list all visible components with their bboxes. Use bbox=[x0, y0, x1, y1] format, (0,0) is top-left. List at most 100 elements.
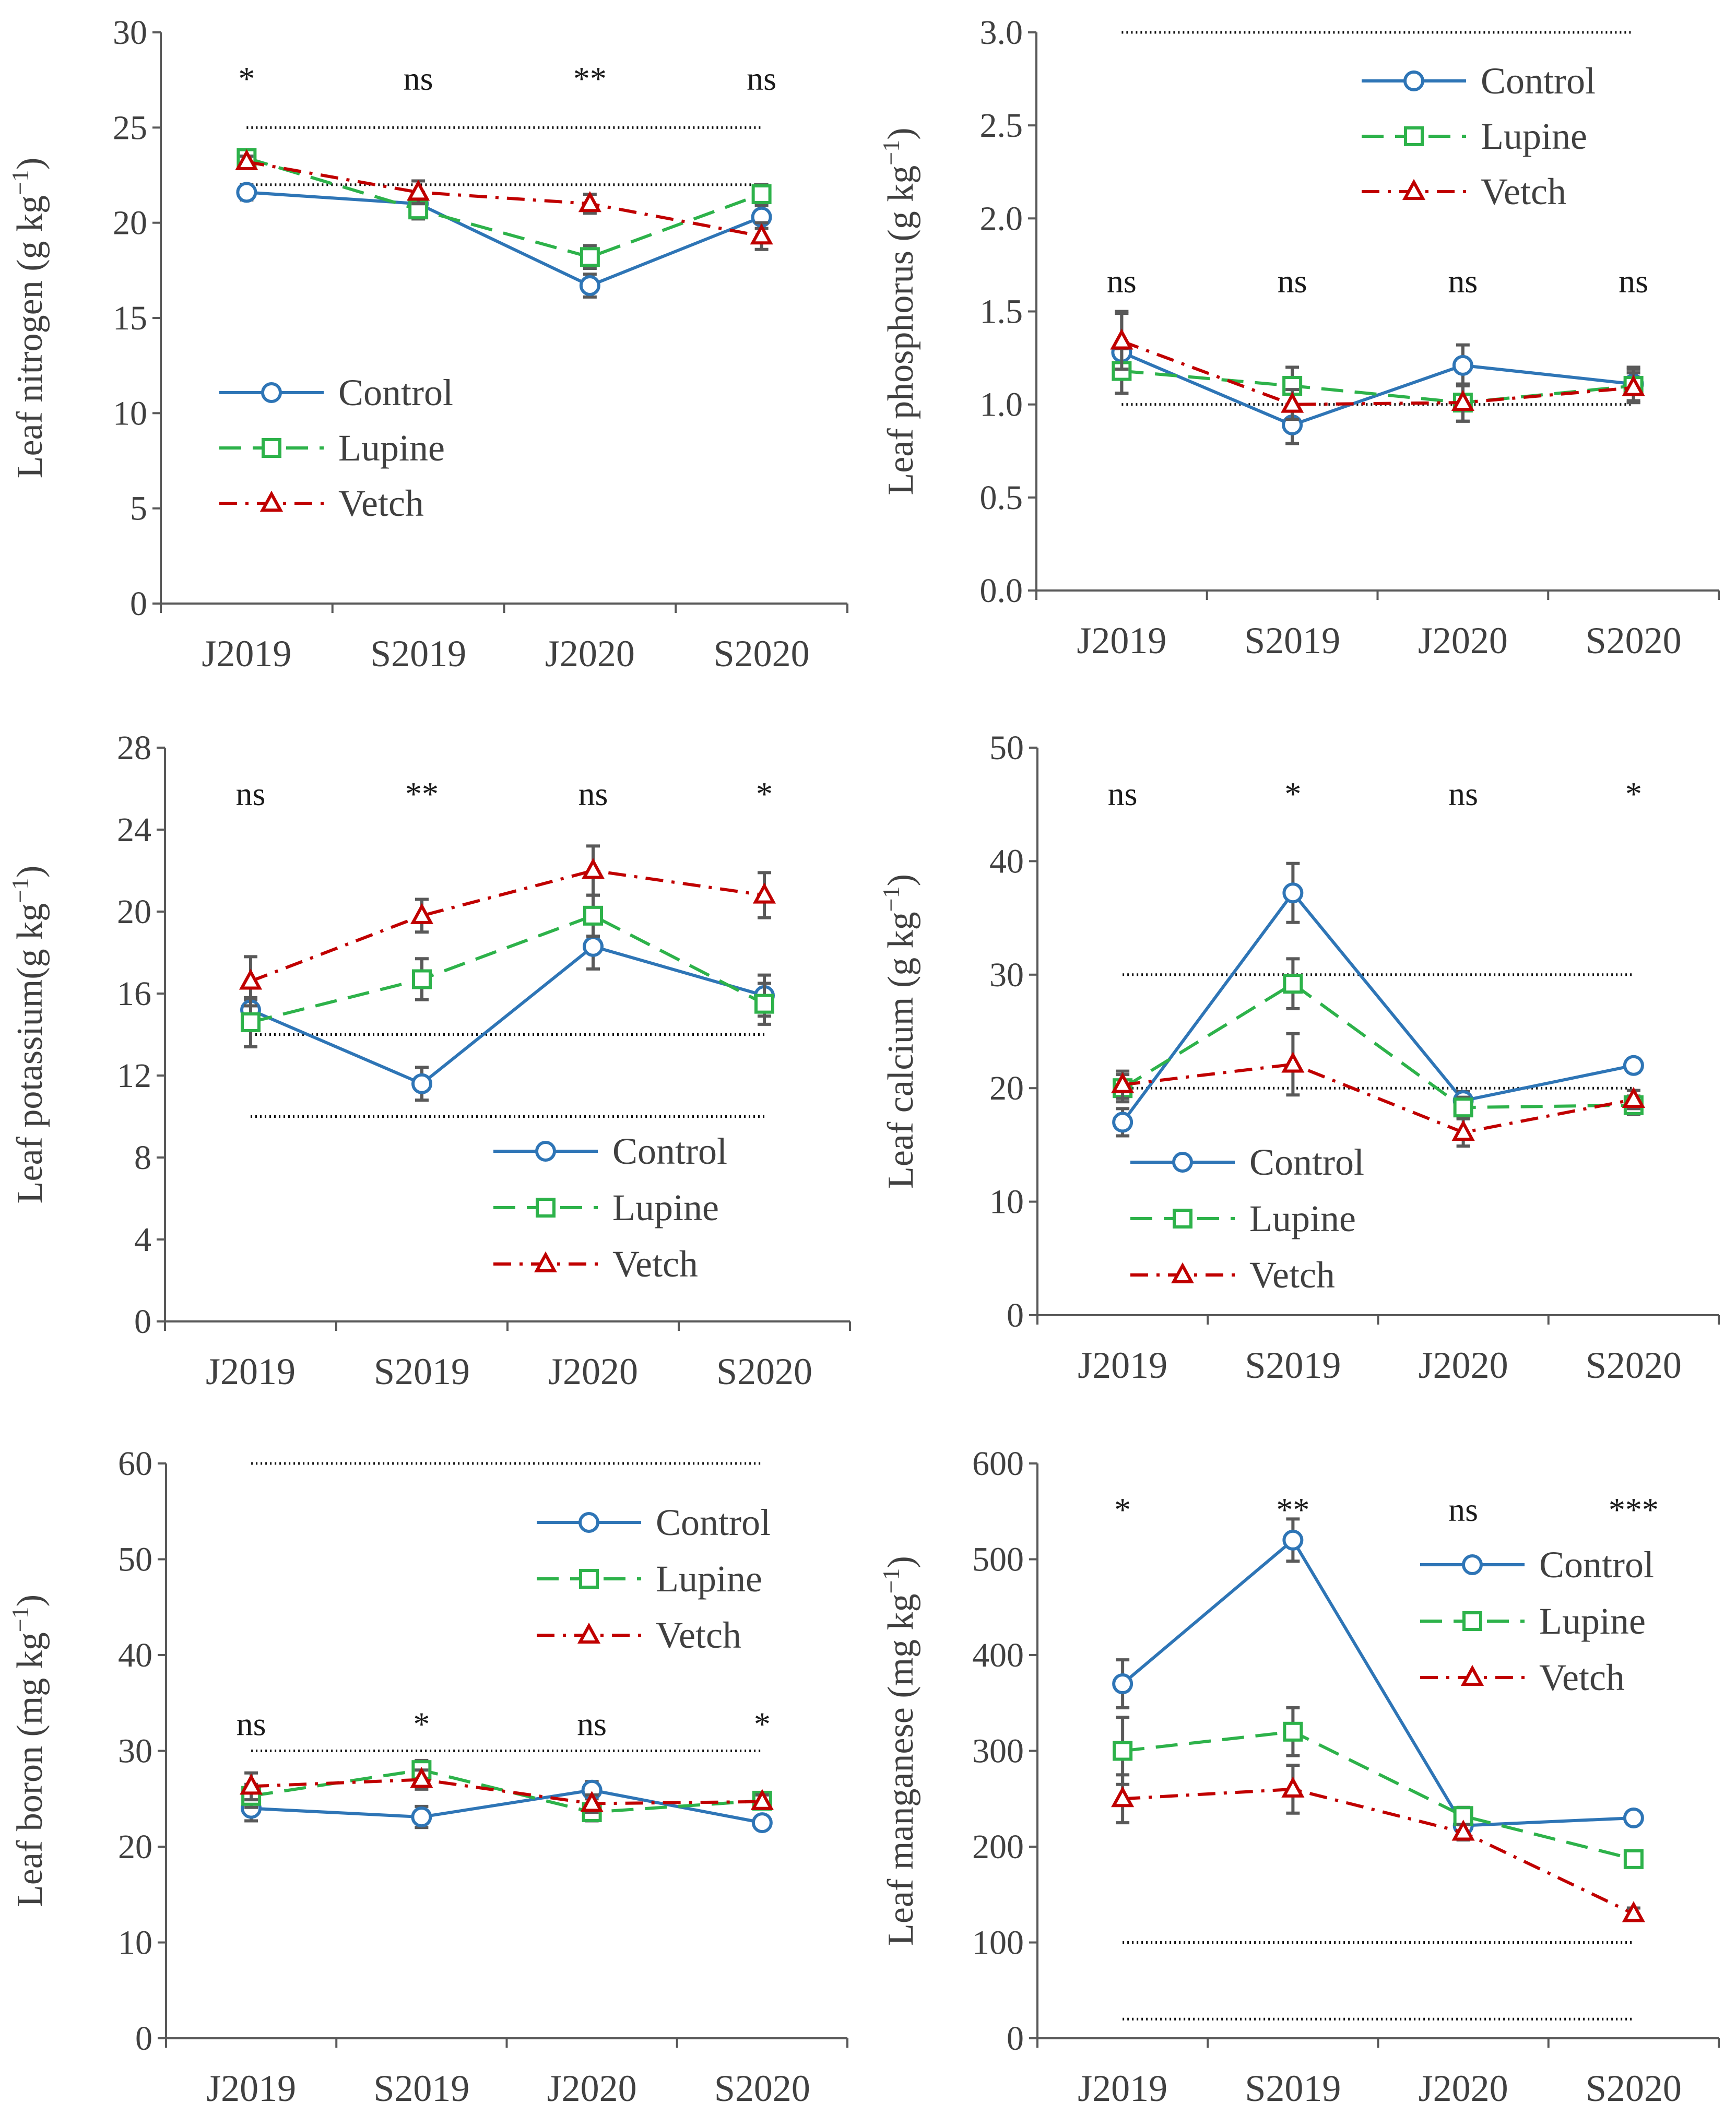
significance-label: ns bbox=[236, 775, 266, 812]
series-line-vetch bbox=[250, 869, 765, 983]
data-point-vetch bbox=[410, 903, 434, 924]
y-tick-label: 0 bbox=[1007, 1296, 1024, 1334]
x-tick-label: J2019 bbox=[206, 2068, 296, 2109]
y-tick-label: 300 bbox=[972, 1732, 1024, 1770]
series-line-control bbox=[1121, 1538, 1634, 1827]
significance-label: ns bbox=[577, 1706, 607, 1743]
legend-label-lupine: Lupine bbox=[612, 1187, 719, 1229]
y-axis-title: Leaf calcium (g kg−1) bbox=[878, 874, 921, 1189]
series-line-control bbox=[246, 191, 762, 288]
chart-panel-5: 0 10 20 30 40 50 60 J2019 S2019 J2020 S2020 Leaf bo… bbox=[7, 1445, 848, 2109]
legend-marker-lupine bbox=[1462, 1611, 1482, 1631]
legend-marker-control bbox=[261, 382, 282, 403]
y-tick-label: 500 bbox=[972, 1541, 1024, 1579]
x-tick-label: J2019 bbox=[1078, 1344, 1167, 1386]
legend-label-lupine: Lupine bbox=[1249, 1198, 1356, 1239]
data-point-control bbox=[1623, 1807, 1644, 1828]
y-tick-label: 24 bbox=[117, 811, 151, 849]
data-point-control bbox=[236, 182, 257, 203]
series-line-vetch bbox=[1121, 339, 1634, 406]
y-tick-label: 40 bbox=[118, 1636, 152, 1674]
data-point-lupine bbox=[580, 247, 600, 267]
y-axis-title-superscript: −1 bbox=[7, 170, 33, 195]
data-point-control bbox=[1282, 882, 1304, 904]
significance-label: ns bbox=[1448, 1491, 1478, 1528]
y-axis-title: Leaf phosphorus (g kg−1) bbox=[878, 127, 921, 495]
x-tick-label: J2020 bbox=[1419, 2068, 1508, 2109]
y-tick-label: 60 bbox=[118, 1445, 152, 1483]
series-line-lupine bbox=[250, 914, 765, 1024]
y-tick-label: 400 bbox=[972, 1636, 1024, 1674]
y-axis-title: Leaf nitrogen (g kg−1) bbox=[7, 158, 50, 479]
x-tick-label: S2019 bbox=[1245, 1344, 1341, 1386]
legend-marker-vetch bbox=[259, 490, 284, 512]
data-point-vetch bbox=[410, 1767, 433, 1788]
x-tick-label: S2019 bbox=[1245, 2068, 1341, 2109]
x-tick-label: S2020 bbox=[714, 2068, 810, 2109]
data-point-lupine bbox=[1283, 1721, 1303, 1742]
x-tick-label: J2019 bbox=[1077, 620, 1166, 662]
legend-marker-lupine bbox=[536, 1198, 556, 1218]
y-tick-label: 12 bbox=[117, 1057, 151, 1095]
data-point-lupine bbox=[1113, 1741, 1133, 1761]
significance-label: ns bbox=[1107, 263, 1137, 300]
y-axis-title-superscript: −1 bbox=[878, 1568, 904, 1593]
y-axis-title-close: ) bbox=[10, 866, 50, 878]
legend: Control Lupine Vetch bbox=[1362, 60, 1596, 212]
significance-label: ns bbox=[1619, 263, 1648, 300]
data-point-lupine bbox=[412, 969, 432, 989]
y-axis-title-main: Leaf nitrogen (g kg bbox=[10, 195, 50, 478]
y-axis-title-main: Leaf manganese (mg kg bbox=[881, 1593, 921, 1945]
x-tick-label: S2019 bbox=[373, 2068, 469, 2109]
significance-label: * bbox=[238, 60, 255, 97]
x-tick-label: J2019 bbox=[202, 633, 291, 675]
y-axis-title-main: Leaf potassium(g kg bbox=[10, 903, 50, 1203]
data-point-vetch bbox=[750, 223, 773, 245]
series-line-lupine bbox=[1121, 982, 1634, 1109]
legend-marker-vetch bbox=[1171, 1262, 1195, 1283]
y-tick-label: 16 bbox=[117, 975, 151, 1013]
y-tick-label: 20 bbox=[989, 1069, 1024, 1107]
data-point-vetch bbox=[1451, 389, 1474, 411]
x-tick-label: S2020 bbox=[1586, 2068, 1682, 2109]
legend-label-vetch: Vetch bbox=[1481, 171, 1566, 212]
legend-marker-control bbox=[535, 1141, 556, 1162]
y-axis-title: Leaf potassium(g kg−1) bbox=[7, 866, 50, 1204]
legend-label-lupine: Lupine bbox=[656, 1558, 762, 1600]
chart-panel-1: 0 5 10 15 20 25 30 J2019 S2019 J2020 S2020 Leaf nit… bbox=[7, 14, 848, 675]
y-tick-label: 1.5 bbox=[980, 293, 1023, 331]
legend-marker-vetch bbox=[577, 1622, 601, 1644]
y-tick-label: 50 bbox=[989, 729, 1024, 767]
y-tick-label: 28 bbox=[117, 729, 151, 767]
y-tick-label: 100 bbox=[972, 1924, 1024, 1962]
series-line-lupine bbox=[251, 1768, 763, 1814]
series-line-control bbox=[251, 1788, 763, 1825]
significance-label: ns bbox=[237, 1706, 266, 1743]
x-tick-label: J2020 bbox=[548, 1351, 638, 1392]
chart-panel-4: 0 10 20 30 40 50 J2019 S2019 J2020 S2020 Leaf calc… bbox=[878, 729, 1720, 1386]
significance-label: * bbox=[413, 1706, 430, 1743]
significance-label: ** bbox=[573, 60, 607, 97]
legend-marker-vetch bbox=[1460, 1664, 1484, 1686]
significance-label: * bbox=[754, 1706, 771, 1743]
y-tick-label: 15 bbox=[113, 299, 147, 337]
y-tick-label: 40 bbox=[989, 842, 1024, 880]
data-point-vetch bbox=[1451, 1119, 1475, 1141]
legend: Control Lupine Vetch bbox=[1130, 1141, 1364, 1296]
legend-marker-control bbox=[578, 1512, 599, 1533]
y-tick-label: 30 bbox=[118, 1732, 152, 1770]
y-tick-label: 0 bbox=[135, 2019, 152, 2058]
legend-label-control: Control bbox=[612, 1130, 727, 1172]
data-point-vetch bbox=[581, 858, 605, 879]
data-point-control bbox=[411, 1806, 432, 1828]
data-point-control bbox=[583, 936, 604, 957]
y-tick-label: 2.0 bbox=[980, 199, 1023, 238]
y-axis-title-superscript: −1 bbox=[878, 886, 904, 912]
data-point-lupine bbox=[583, 905, 603, 926]
y-axis-title-close: ) bbox=[881, 1556, 921, 1568]
data-point-vetch bbox=[1281, 1052, 1305, 1073]
series-line-control bbox=[250, 944, 765, 1086]
legend-label-vetch: Vetch bbox=[1249, 1254, 1335, 1296]
y-axis-title-close: ) bbox=[881, 127, 921, 139]
chart-panel-3: 0 4 8 12 16 20 24 28 J2019 S2019 J2020 S2020 Leaf po… bbox=[7, 729, 851, 1392]
